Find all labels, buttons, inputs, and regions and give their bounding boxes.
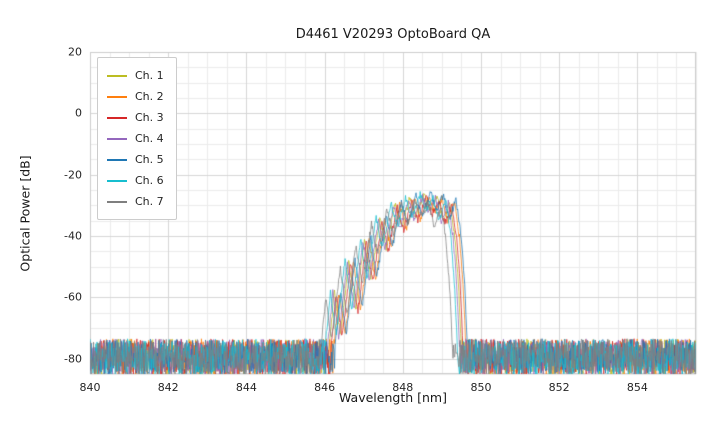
y-tick-label: -60 [64,290,82,304]
legend-item-ch-6: Ch. 6 [107,170,164,191]
legend-item-ch-5: Ch. 5 [107,149,164,170]
y-tick-label: -80 [64,352,82,366]
legend-item-ch-7: Ch. 7 [107,191,164,212]
legend-item-ch-1: Ch. 1 [107,65,164,86]
chart-title: D4461 V20293 OptoBoard QA [295,27,491,42]
legend-color-swatch [107,74,127,77]
x-tick-label: 840 [79,381,101,394]
legend-label: Ch. 6 [135,174,164,187]
legend-item-ch-4: Ch. 4 [107,128,164,149]
y-tick-label: 20 [68,45,82,59]
x-tick-label: 852 [548,381,570,394]
x-tick-label: 850 [470,381,492,394]
x-tick-label: 846 [314,381,336,394]
x-tick-label: 842 [157,381,179,394]
legend: Ch. 1 Ch. 2 Ch. 3 Ch. 4 Ch. 5 Ch. 6 Ch. 7 [97,57,177,220]
legend-color-swatch [107,158,127,161]
x-tick-label: 854 [626,381,648,394]
legend-color-swatch [107,95,127,98]
x-tick-label: 848 [392,381,414,394]
legend-item-ch-2: Ch. 2 [107,86,164,107]
legend-label: Ch. 3 [135,111,164,124]
legend-label: Ch. 4 [135,132,164,145]
legend-label: Ch. 7 [135,195,164,208]
legend-color-swatch [107,116,127,119]
legend-color-swatch [107,179,127,182]
y-axis-label: Optical Power [dB] [17,155,33,272]
y-tick-label: -40 [64,229,82,243]
y-tick-label: 0 [75,106,82,120]
legend-color-swatch [107,200,127,203]
legend-label: Ch. 5 [135,153,164,166]
legend-label: Ch. 1 [135,69,164,82]
y-tick-label: -20 [64,168,82,182]
legend-item-ch-3: Ch. 3 [107,107,164,128]
x-tick-label: 844 [235,381,257,394]
legend-color-swatch [107,137,127,140]
legend-label: Ch. 2 [135,90,164,103]
x-axis-label: Wavelength [nm] [339,390,447,405]
